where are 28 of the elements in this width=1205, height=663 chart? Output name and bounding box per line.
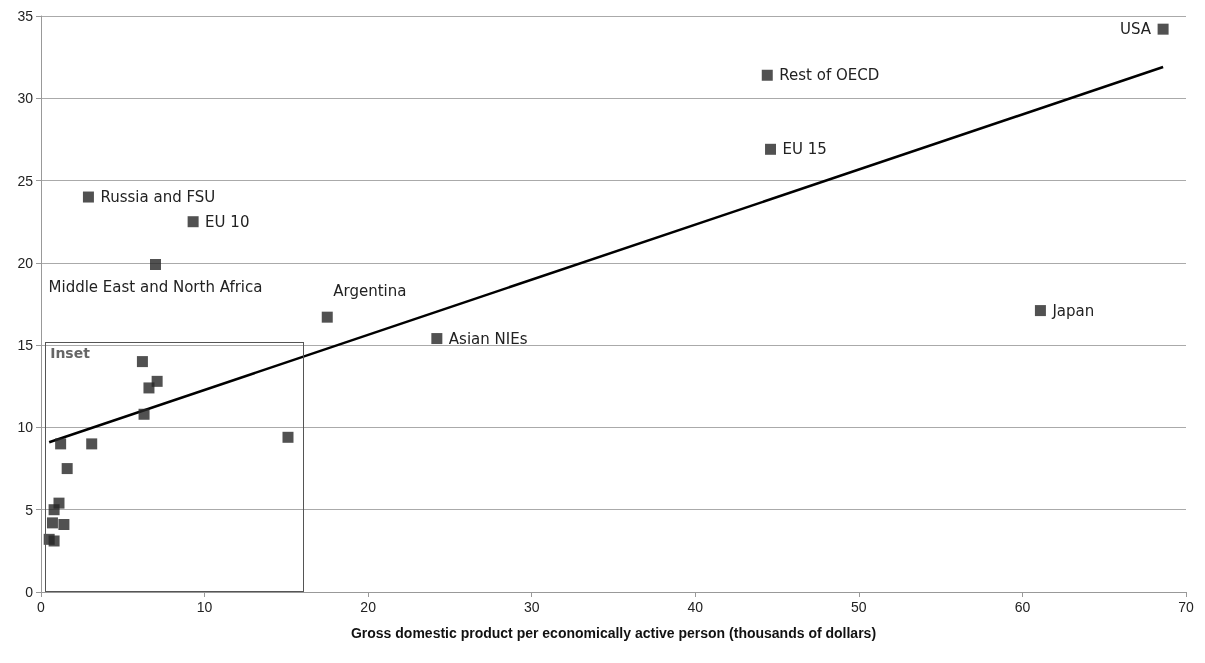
annotation: USA — [1120, 20, 1152, 39]
annotation: Japan — [1051, 301, 1095, 320]
annotation: Rest of OECD — [779, 66, 880, 85]
annotation: EU 15 — [782, 140, 827, 159]
x-tick-label: 50 — [851, 599, 867, 615]
annotation: Argentina — [333, 282, 407, 301]
annotation: Asian NIEs — [448, 329, 528, 348]
y-tick-label: 15 — [17, 337, 34, 354]
inset-frame: Inset — [45, 341, 304, 592]
x-tick-label: 10 — [196, 599, 213, 615]
annotation: EU 10 — [205, 212, 250, 231]
x-tick-label: 60 — [1014, 599, 1031, 615]
x-tick-label: 40 — [687, 599, 704, 615]
y-tick-label: 0 — [25, 584, 34, 600]
x-tick-label: 0 — [37, 599, 46, 615]
y-tick-label: 5 — [25, 501, 34, 518]
y-tick-label: 35 — [17, 8, 34, 24]
annotation: Inset — [50, 344, 90, 361]
x-tick-label: 20 — [360, 599, 377, 615]
x-tick-label: 70 — [1178, 599, 1194, 615]
y-tick-label: 20 — [17, 254, 34, 271]
y-tick-label: 30 — [17, 90, 34, 107]
x-tick-label: 30 — [523, 599, 540, 615]
annotation: Russia and FSU — [100, 188, 216, 207]
y-tick-label: 25 — [17, 172, 34, 189]
annotation: Middle East and North Africa — [48, 277, 263, 296]
y-tick-label: 10 — [17, 419, 34, 436]
x-axis-title: Gross domestic product per economically active person (thousands of dollars) — [350, 625, 877, 641]
